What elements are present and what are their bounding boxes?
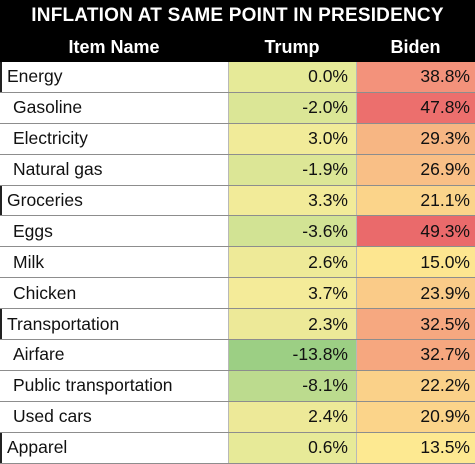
table-row: Airfare -13.8% 32.7% [0, 340, 475, 371]
biden-value-cell: 32.7% [356, 340, 475, 370]
table-row: Used cars 2.4% 20.9% [0, 401, 475, 433]
item-name-cell: Natural gas [0, 154, 228, 185]
table-row: Apparel 0.6% 13.5% [0, 432, 475, 464]
biden-value-cell: 21.1% [356, 185, 475, 216]
biden-value-cell: 38.8% [356, 62, 475, 92]
table-row: Chicken 3.7% 23.9% [0, 278, 475, 310]
table-row: Eggs -3.6% 49.3% [0, 216, 475, 248]
biden-value-cell: 20.9% [356, 401, 475, 432]
trump-value-cell: -8.1% [228, 370, 356, 401]
header-item-name: Item Name [68, 36, 160, 57]
item-name-cell: Electricity [0, 123, 228, 154]
trump-value-cell: -13.8% [228, 340, 356, 370]
item-name-cell: Airfare [0, 340, 228, 370]
table-row: Energy 0.0% 38.8% [0, 62, 475, 93]
item-name-cell: Milk [0, 247, 228, 278]
item-name-cell: Public transportation [0, 370, 228, 401]
biden-value-cell: 49.3% [356, 216, 475, 247]
biden-value-cell: 29.3% [356, 123, 475, 154]
table-title: INFLATION AT SAME POINT IN PRESIDENCY [0, 0, 475, 32]
trump-value-cell: 3.7% [228, 278, 356, 309]
biden-value-cell: 26.9% [356, 154, 475, 185]
header-trump: Trump [264, 36, 320, 57]
trump-value-cell: -2.0% [228, 92, 356, 123]
trump-value-cell: 0.0% [228, 62, 356, 92]
table-row: Transportation 2.3% 32.5% [0, 309, 475, 341]
header-biden: Biden [390, 36, 441, 57]
table-header: Item Name Trump Biden [0, 32, 475, 62]
biden-value-cell: 23.9% [356, 278, 475, 309]
table-body: Energy 0.0% 38.8% Gasoline -2.0% 47.8% Electri… [0, 62, 475, 464]
item-name-cell: Energy [0, 62, 228, 92]
trump-value-cell: 2.6% [228, 247, 356, 278]
table-row: Electricity 3.0% 29.3% [0, 123, 475, 155]
item-name-cell: Eggs [0, 216, 228, 247]
trump-value-cell: 2.4% [228, 401, 356, 432]
table-row: Natural gas -1.9% 26.9% [0, 154, 475, 186]
table-row: Gasoline -2.0% 47.8% [0, 92, 475, 124]
item-name-cell: Apparel [0, 432, 228, 463]
biden-value-cell: 13.5% [356, 432, 475, 463]
item-name-cell: Groceries [0, 185, 228, 216]
biden-value-cell: 15.0% [356, 247, 475, 278]
trump-value-cell: 2.3% [228, 309, 356, 340]
trump-value-cell: 3.0% [228, 123, 356, 154]
item-name-cell: Gasoline [0, 92, 228, 123]
biden-value-cell: 22.2% [356, 370, 475, 401]
item-name-cell: Transportation [0, 309, 228, 340]
item-name-cell: Chicken [0, 278, 228, 309]
trump-value-cell: -3.6% [228, 216, 356, 247]
item-name-cell: Used cars [0, 401, 228, 432]
biden-value-cell: 32.5% [356, 309, 475, 340]
trump-value-cell: -1.9% [228, 154, 356, 185]
table-row: Milk 2.6% 15.0% [0, 247, 475, 279]
table-row: Groceries 3.3% 21.1% [0, 185, 475, 217]
biden-value-cell: 47.8% [356, 92, 475, 123]
table-row: Public transportation -8.1% 22.2% [0, 370, 475, 402]
trump-value-cell: 3.3% [228, 185, 356, 216]
trump-value-cell: 0.6% [228, 432, 356, 463]
